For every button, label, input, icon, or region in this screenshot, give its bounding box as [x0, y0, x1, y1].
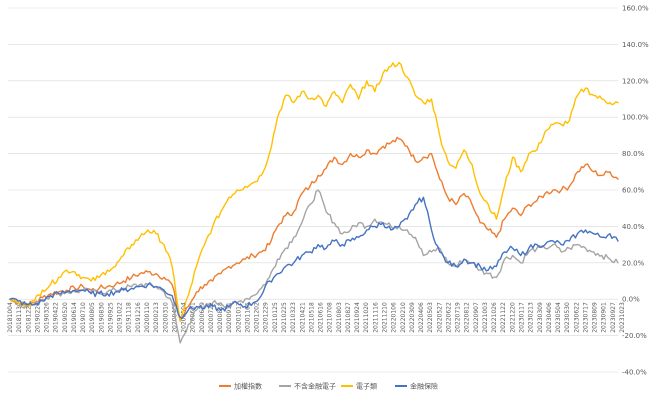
- x-tick-label: 20210827: [345, 302, 352, 333]
- x-tick-label: 20210421: [299, 302, 306, 333]
- y-tick-label: 20.0%: [622, 259, 645, 267]
- x-tick-label: 20210803: [336, 302, 343, 333]
- x-tick-label: 20211116: [372, 302, 379, 333]
- y-tick-label: 120.0%: [622, 77, 649, 85]
- y-axis-ticks: -40.0% -20.0% 0.0% 20.0% 40.0% 60.0% 80.0% 100.…: [622, 5, 649, 377]
- x-tick-label: 20201105: [244, 302, 251, 333]
- x-tick-label: 20200911: [226, 302, 233, 333]
- legend: 加權指數 不含金融電子 電子類 金融保險: [219, 382, 438, 391]
- x-tick-label: 20220812: [464, 302, 471, 333]
- x-tick-label: 20230717: [582, 302, 589, 333]
- x-tick-label: 20221220: [509, 302, 516, 333]
- x-tick-label: 20200504: [181, 302, 188, 333]
- x-tick-label: 20221026: [491, 302, 498, 333]
- x-tick-label: 20200722: [208, 302, 215, 333]
- x-tick-label: 20181004: [7, 302, 14, 333]
- x-tick-label: 20190710: [80, 302, 87, 333]
- x-tick-label: 20220719: [455, 302, 462, 333]
- x-tick-label: 20200213: [153, 302, 160, 333]
- x-tick-label: 20230309: [537, 302, 544, 333]
- y-tick-label: -20.0%: [622, 332, 647, 340]
- series-line-3: [9, 196, 619, 319]
- x-tick-label: 20220309: [409, 302, 416, 333]
- x-tick-label: 20191022: [117, 302, 124, 333]
- legend-label: 電子類: [356, 382, 377, 391]
- x-tick-label: 20201012: [235, 302, 242, 333]
- x-tick-label: 20230117: [519, 302, 526, 333]
- x-tick-label: 20191118: [126, 302, 133, 333]
- x-tick-label: 20190422: [53, 302, 60, 333]
- x-tick-label: 20181130: [16, 302, 23, 333]
- y-tick-label: 0.0%: [622, 296, 640, 304]
- y-tick-label: 160.0%: [622, 5, 649, 13]
- x-tick-label: 20220106: [391, 302, 398, 333]
- x-tick-label: 20190805: [89, 302, 96, 333]
- x-tick-label: 20220622: [445, 302, 452, 333]
- y-tick-label: 80.0%: [622, 150, 645, 158]
- x-tick-label: 20190226: [34, 302, 41, 333]
- x-tick-label: 20221122: [500, 302, 507, 333]
- y-tick-label: 140.0%: [622, 41, 649, 49]
- x-tick-label: 20210518: [308, 302, 315, 333]
- x-tick-label: 20190520: [62, 302, 69, 333]
- series-line-2: [9, 61, 619, 322]
- x-tick-label: 20220406: [418, 302, 425, 333]
- x-tick-label: 20230927: [610, 302, 617, 333]
- x-tick-label: 20230901: [601, 302, 608, 333]
- x-tick-label: 20200110: [144, 302, 151, 333]
- x-tick-label: 20230809: [592, 302, 599, 333]
- x-tick-label: 20221003: [482, 302, 489, 333]
- x-tick-label: 20190925: [107, 302, 114, 333]
- y-tick-label: 100.0%: [622, 114, 649, 122]
- x-tick-label: 20220210: [400, 302, 407, 333]
- x-tick-label: 20220907: [473, 302, 480, 333]
- x-tick-label: 20210323: [290, 302, 297, 333]
- legend-label: 不含金融電子: [294, 382, 336, 391]
- x-tick-label: 20190326: [44, 302, 51, 333]
- x-tick-label: 20210225: [281, 302, 288, 333]
- legend-label: 加權指數: [234, 382, 262, 391]
- x-tick-label: 20200310: [162, 302, 169, 333]
- x-tick-label: 20201202: [254, 302, 261, 333]
- series-lines: [9, 61, 619, 344]
- legend-label: 金融保險: [410, 382, 438, 391]
- x-tick-label: 20200629: [199, 302, 206, 333]
- x-tick-label: 20191216: [135, 302, 142, 333]
- x-tick-label: 20200818: [217, 302, 224, 333]
- x-tick-label: 20230406: [546, 302, 553, 333]
- x-axis-ticks: 20181004 20181130 20181227 20190226 20190326…: [7, 302, 626, 333]
- series-line-0: [9, 136, 619, 322]
- x-tick-label: 20231023: [619, 302, 626, 333]
- y-tick-label: 40.0%: [622, 223, 645, 231]
- x-tick-label: 20220503: [427, 302, 434, 333]
- x-tick-label: 20230530: [564, 302, 571, 333]
- x-tick-label: 20210924: [354, 302, 361, 333]
- y-tick-label: 60.0%: [622, 187, 645, 195]
- x-tick-label: 20210708: [327, 302, 334, 333]
- x-tick-label: 20211210: [382, 302, 389, 333]
- x-tick-label: 20230622: [573, 302, 580, 333]
- x-tick-label: 20190830: [98, 302, 105, 333]
- x-tick-label: 20190614: [71, 302, 78, 333]
- gridlines: [8, 7, 618, 373]
- x-tick-label: 20220527: [436, 302, 443, 333]
- x-tick-label: 20230213: [528, 302, 535, 333]
- x-tick-label: 20210616: [318, 302, 325, 333]
- x-tick-label: 20211020: [363, 302, 370, 333]
- x-tick-label: 20210125: [272, 302, 279, 333]
- y-tick-label: -40.0%: [622, 369, 647, 377]
- x-tick-label: 20181227: [25, 302, 32, 333]
- x-tick-label: 20230504: [555, 302, 562, 333]
- x-tick-label: 20201229: [263, 302, 270, 333]
